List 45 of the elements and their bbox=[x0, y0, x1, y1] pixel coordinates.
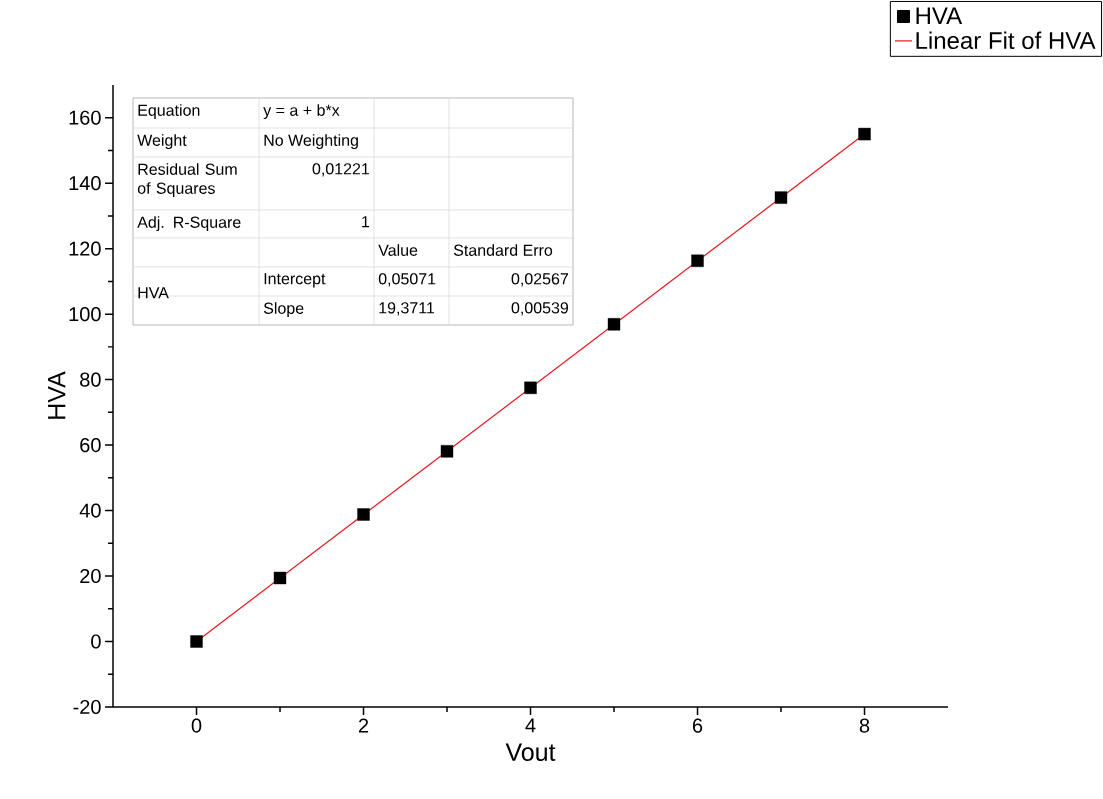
y-tick-label: -20 bbox=[73, 699, 101, 715]
annotation: 19,3711 bbox=[379, 302, 435, 316]
annotation: Residual Sum of Squares bbox=[137, 163, 237, 198]
legend-label: HVA bbox=[916, 7, 963, 24]
x-tick-label: 6 bbox=[692, 718, 703, 733]
annotation: Equation bbox=[138, 104, 200, 120]
y-tick-label: 20 bbox=[80, 568, 101, 584]
point bbox=[440, 445, 454, 458]
point bbox=[524, 381, 537, 394]
annotation: No Weighting bbox=[264, 134, 358, 150]
y-tick-label: 80 bbox=[80, 372, 101, 387]
annotation: 0,00539 bbox=[511, 302, 569, 316]
point bbox=[691, 254, 704, 267]
y-tick-label: 160 bbox=[69, 110, 101, 125]
legend-label: Linear Fit of HVA bbox=[916, 31, 1096, 50]
point bbox=[858, 127, 871, 141]
x-tick-label: 2 bbox=[358, 718, 369, 733]
x-tick-label: 4 bbox=[525, 718, 536, 733]
annotation: 0,02567 bbox=[511, 273, 568, 287]
y-axis-title: HVA bbox=[48, 371, 66, 419]
y-tick-label: 120 bbox=[69, 241, 101, 256]
annotation: Weight bbox=[137, 134, 187, 150]
annotation: 1 bbox=[362, 216, 370, 228]
y-tick-label: 100 bbox=[69, 307, 101, 322]
y-tick-label: 0 bbox=[91, 634, 101, 649]
annotation: Value bbox=[378, 244, 418, 256]
annotation: 0,01221 bbox=[312, 163, 370, 177]
y-tick-label: 60 bbox=[80, 438, 101, 453]
x-tick-label: 8 bbox=[859, 718, 870, 733]
x-tick-label: 0 bbox=[191, 718, 202, 733]
point bbox=[357, 508, 370, 521]
annotation: HVA bbox=[138, 287, 169, 299]
point bbox=[607, 318, 621, 331]
point bbox=[273, 571, 287, 585]
y-tick-label: 40 bbox=[79, 503, 101, 518]
annotation: Standard Erro bbox=[453, 244, 553, 256]
point bbox=[774, 191, 788, 204]
point bbox=[190, 635, 203, 648]
annotation: Slope bbox=[263, 302, 304, 318]
annotation: Adj. R-Square bbox=[137, 216, 241, 232]
annotation: 0,05071 bbox=[378, 273, 436, 287]
annotation: Intercept bbox=[264, 273, 326, 288]
annotation: y = a + b*x bbox=[263, 104, 340, 120]
x-axis-title: Vout bbox=[505, 743, 556, 761]
y-tick-label: 140 bbox=[69, 176, 101, 191]
